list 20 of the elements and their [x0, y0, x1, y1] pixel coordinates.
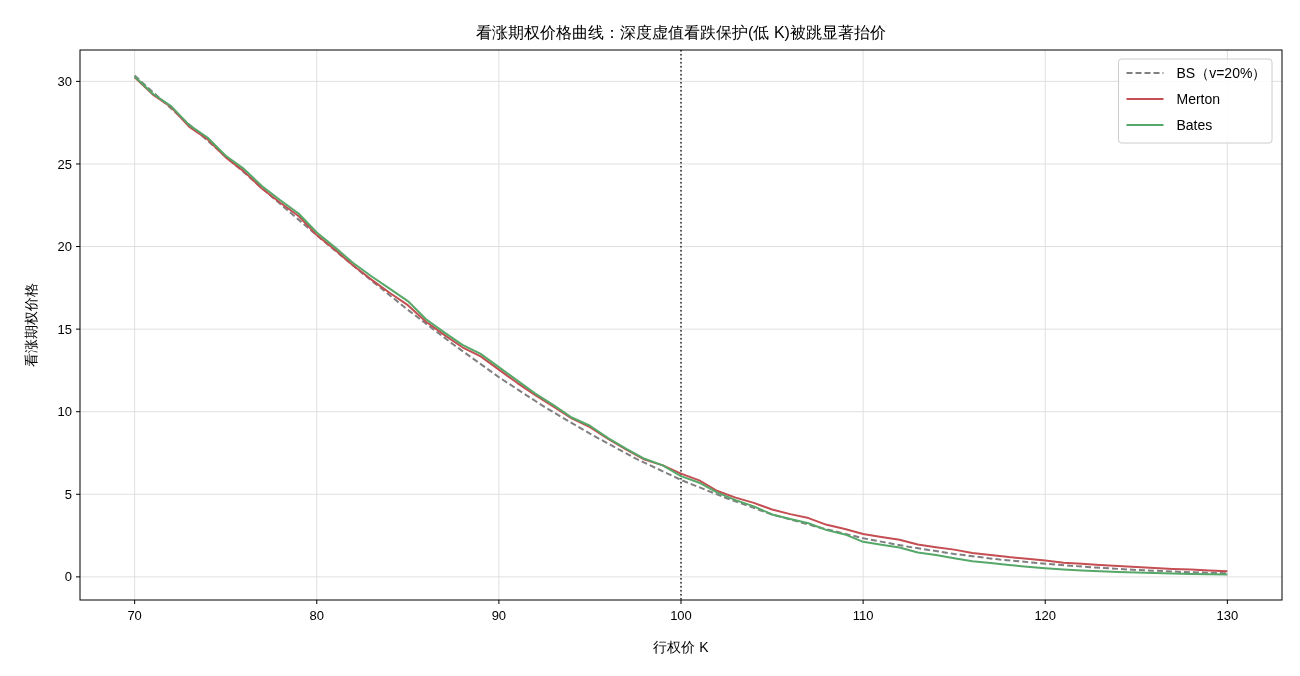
x-tick-label: 70: [127, 608, 142, 623]
y-tick-label: 0: [64, 569, 72, 585]
x-tick-label: 120: [1034, 608, 1057, 623]
x-tick-label: 80: [309, 608, 324, 623]
y-tick-label: 25: [57, 156, 72, 172]
x-tick-label: 130: [1216, 608, 1239, 623]
x-tick-label: 90: [491, 608, 507, 623]
y-tick-label: 20: [57, 239, 72, 255]
y-axis-title: 看涨期权价格: [23, 283, 39, 367]
y-tick-label: 15: [57, 321, 72, 337]
y-tick-label: 10: [57, 404, 72, 420]
y-tick-label: 30: [57, 73, 72, 89]
x-tick-label: 100: [670, 608, 692, 623]
legend-label: BS（v=20%）: [1176, 64, 1267, 81]
y-tick-label: 5: [64, 486, 72, 502]
chart-title: 看涨期权价格曲线：深度虚值看跌保护(低 K)被跳显著抬价: [476, 24, 886, 41]
x-axis-title: 行权价 K: [653, 639, 710, 655]
x-tick-label: 110: [852, 608, 874, 623]
legend-label: Bates: [1176, 116, 1213, 133]
legend-label: Merton: [1176, 90, 1221, 107]
